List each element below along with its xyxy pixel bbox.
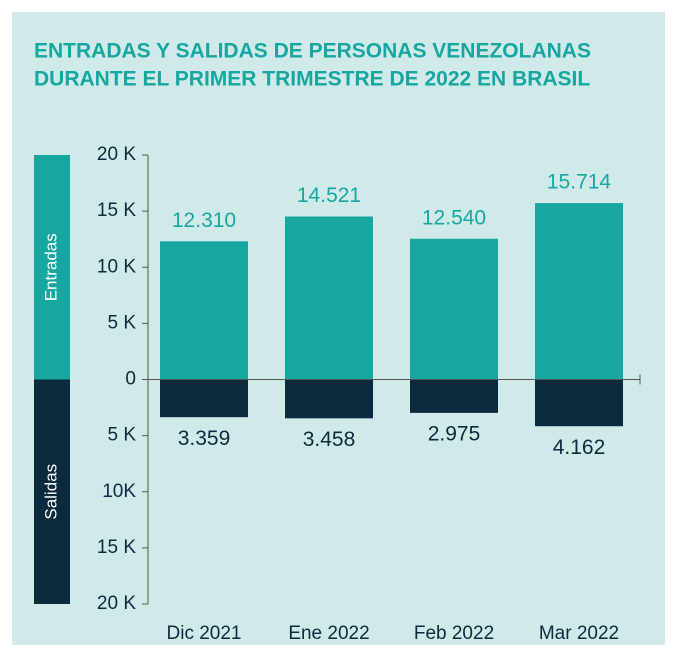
data-label: 12.540 (422, 206, 486, 229)
series-band (34, 155, 70, 380)
data-label: 4.162 (553, 436, 606, 459)
data-label: 14.521 (297, 184, 361, 207)
bar (535, 379, 623, 427)
y-tick-label: 5 K (107, 312, 136, 333)
y-tick-label: 5 K (107, 425, 136, 446)
y-tick-label: 15 K (97, 537, 136, 558)
series-band (34, 379, 70, 604)
x-tick-label: Ene 2022 (288, 623, 369, 644)
data-label: 15.714 (547, 171, 612, 194)
chart-title: ENTRADAS Y SALIDAS DE PERSONAS VENEZOLAN… (34, 40, 591, 63)
y-tick-label: 15 K (97, 200, 136, 221)
x-tick-label: Mar 2022 (539, 623, 619, 644)
bar (410, 238, 498, 380)
data-label: 12.310 (172, 209, 236, 232)
y-tick-label: 0 (125, 369, 136, 390)
chart-title: DURANTE EL PRIMER TRIMESTRE DE 2022 EN B… (34, 68, 590, 91)
bar (285, 216, 373, 380)
bar (285, 379, 373, 419)
bar (410, 379, 498, 413)
x-tick-label: Dic 2021 (167, 623, 242, 644)
data-label: 2.975 (428, 422, 481, 445)
y-tick-label: 20 K (97, 144, 136, 165)
y-tick-label: 20 K (97, 593, 136, 614)
legend-label: Salidas (41, 464, 60, 520)
data-label: 3.359 (178, 427, 231, 450)
bar (160, 379, 248, 418)
bar (160, 241, 248, 380)
bar (535, 203, 623, 380)
legend-label: Entradas (41, 233, 60, 301)
data-label: 3.458 (303, 428, 356, 451)
y-tick-label: 10 K (97, 256, 136, 277)
x-tick-label: Feb 2022 (414, 623, 494, 644)
y-tick-label: 10K (102, 481, 136, 502)
